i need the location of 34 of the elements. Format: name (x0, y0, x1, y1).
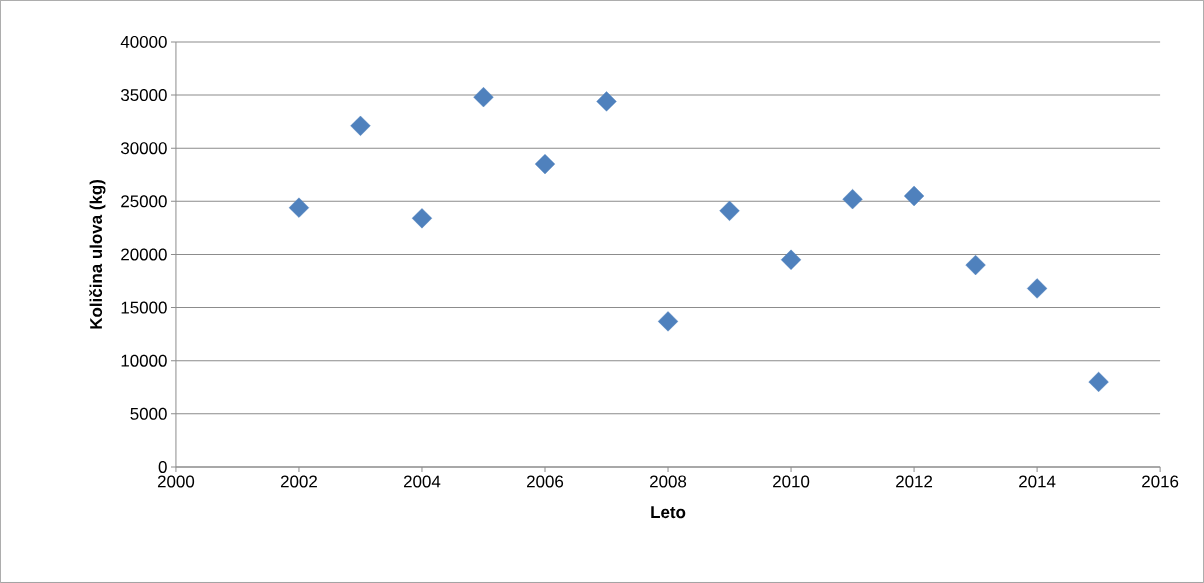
x-tick-label: 2010 (773, 475, 810, 488)
x-tick-label: 2004 (404, 475, 441, 488)
point (473, 87, 494, 108)
x-tick-label: 2006 (527, 475, 564, 488)
point (780, 249, 802, 270)
point (657, 311, 679, 332)
x-tick-label: 2008 (650, 475, 687, 488)
y-tick-label: 35000 (120, 89, 167, 102)
y-tick-label: 40000 (120, 35, 167, 48)
point (1026, 278, 1048, 299)
point (842, 189, 863, 210)
point (596, 91, 617, 112)
point (350, 115, 371, 136)
point (1088, 371, 1109, 393)
point (965, 255, 986, 276)
x-tick-label: 2012 (896, 475, 933, 488)
x-tick-label: 2014 (1019, 475, 1056, 488)
y-tick-label: 5000 (130, 407, 167, 420)
point (534, 154, 556, 175)
point (288, 197, 310, 218)
x-tick-label: 2002 (280, 475, 317, 488)
point (719, 200, 740, 222)
x-tick-label: 2016 (1142, 475, 1179, 488)
point (903, 185, 925, 207)
y-tick-label: 20000 (121, 248, 167, 261)
y-tick-label: 25000 (121, 195, 167, 208)
x-tick-label: 2000 (157, 475, 195, 488)
y-tick-label: 15000 (121, 301, 167, 314)
y-tick-label: 0 (158, 461, 167, 474)
y-tick-label: 30000 (120, 142, 167, 155)
y-axis-title: Količina ulova (kg) (89, 180, 106, 329)
point (411, 208, 433, 229)
x-axis-title: Leto (651, 506, 686, 519)
y-tick-label: 10000 (121, 354, 167, 367)
